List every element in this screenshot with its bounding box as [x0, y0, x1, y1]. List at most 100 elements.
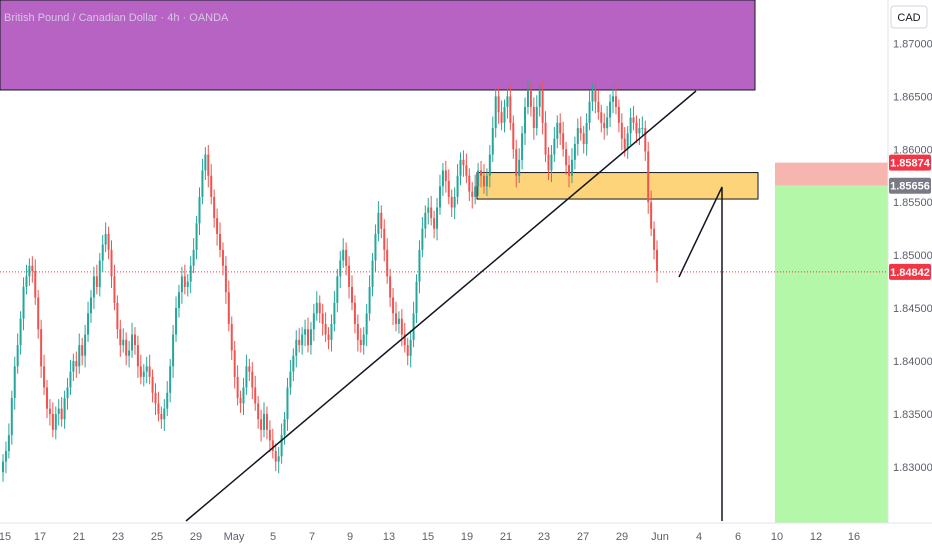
candle: [128, 340, 131, 368]
candle: [148, 354, 151, 385]
currency-button-label[interactable]: CAD: [897, 12, 920, 24]
candle: [547, 147, 550, 180]
candle: [406, 337, 409, 366]
candle: [236, 365, 239, 406]
candle: [345, 242, 348, 276]
candle: [362, 327, 365, 355]
candle: [268, 420, 271, 453]
x-axis-ticks: 15 17 21 23 25 29 May 5 7 9 13 15 19 21 23 27 29 Jun 4 6 10 1…: [0, 531, 860, 543]
candle: [157, 391, 160, 422]
price-tag: 1.85874: [889, 154, 931, 171]
candle: [620, 113, 623, 151]
candle: [257, 395, 260, 429]
candle: [570, 148, 573, 184]
candle: [474, 174, 477, 205]
candle: [356, 314, 359, 352]
candle: [629, 107, 632, 146]
x-tick-label: 23: [112, 531, 124, 543]
x-tick-label: 16: [848, 531, 860, 543]
candle: [10, 390, 13, 445]
candle: [265, 406, 268, 440]
candle: [482, 164, 485, 194]
target-zone[interactable]: [775, 185, 888, 523]
candle: [392, 287, 395, 326]
candle: [207, 145, 210, 188]
candle: [177, 284, 180, 318]
candle: [436, 197, 439, 241]
ascending-trendline[interactable]: [185, 90, 697, 522]
candle: [503, 99, 506, 133]
candle: [612, 86, 615, 114]
x-tick-label: 25: [151, 531, 163, 543]
candle: [614, 84, 617, 115]
candle: [641, 116, 644, 136]
price-tag: 1.84842: [889, 263, 931, 280]
candle: [163, 399, 166, 431]
candle: [13, 356, 16, 410]
candle: [386, 238, 389, 284]
currency-button[interactable]: [890, 5, 928, 29]
candle: [110, 240, 113, 288]
candle: [63, 390, 66, 429]
candle: [16, 333, 19, 374]
candle: [526, 79, 529, 115]
candle: [277, 446, 280, 474]
candle: [216, 208, 219, 246]
candle: [45, 380, 48, 419]
candle: [506, 86, 509, 119]
x-tick-label: 10: [771, 531, 783, 543]
candle: [327, 327, 330, 350]
candle: [653, 221, 656, 260]
candle: [600, 104, 603, 133]
candle: [568, 155, 571, 188]
candle: [239, 390, 242, 413]
candle: [444, 160, 447, 193]
candle: [650, 190, 653, 237]
candle: [541, 81, 544, 135]
demand-box[interactable]: [476, 172, 759, 200]
candle: [524, 97, 527, 146]
candle: [172, 325, 175, 378]
candle: [98, 253, 101, 297]
candle: [183, 264, 186, 295]
x-tick-label: 13: [383, 531, 395, 543]
x-tick-label: 27: [577, 531, 589, 543]
x-tick-label: 15: [422, 531, 434, 543]
candle: [307, 317, 310, 353]
candle: [485, 168, 488, 196]
candle: [350, 275, 353, 311]
y-tick-label: 1.84000: [893, 356, 932, 368]
drawings-layer[interactable]: [185, 90, 723, 522]
candle: [160, 406, 163, 429]
candle: [292, 348, 295, 382]
stop-loss-zone[interactable]: [775, 162, 888, 186]
candle: [175, 296, 178, 342]
candle: [298, 328, 301, 353]
x-tick-label: 21: [73, 531, 85, 543]
candle: [339, 250, 342, 288]
candle: [204, 147, 207, 180]
time-axis[interactable]: [0, 523, 932, 550]
candle: [101, 235, 104, 273]
candle: [133, 327, 136, 355]
candle: [210, 164, 213, 205]
candle: [380, 205, 383, 239]
candle: [221, 242, 224, 276]
candle: [532, 97, 535, 140]
x-tick-label: 17: [34, 531, 46, 543]
candle: [400, 309, 403, 347]
symbol-title: British Pound / Canadian Dollar · 4h · O…: [4, 12, 229, 24]
candle: [19, 311, 22, 355]
candle: [57, 399, 60, 426]
candle: [480, 160, 483, 188]
candle: [421, 217, 424, 258]
candle: [383, 219, 386, 262]
candle: [25, 264, 28, 295]
candle: [189, 256, 192, 294]
candle: [151, 369, 154, 403]
supply-zone[interactable]: [0, 0, 756, 91]
projection-path[interactable]: [678, 186, 723, 521]
candle: [438, 174, 441, 215]
